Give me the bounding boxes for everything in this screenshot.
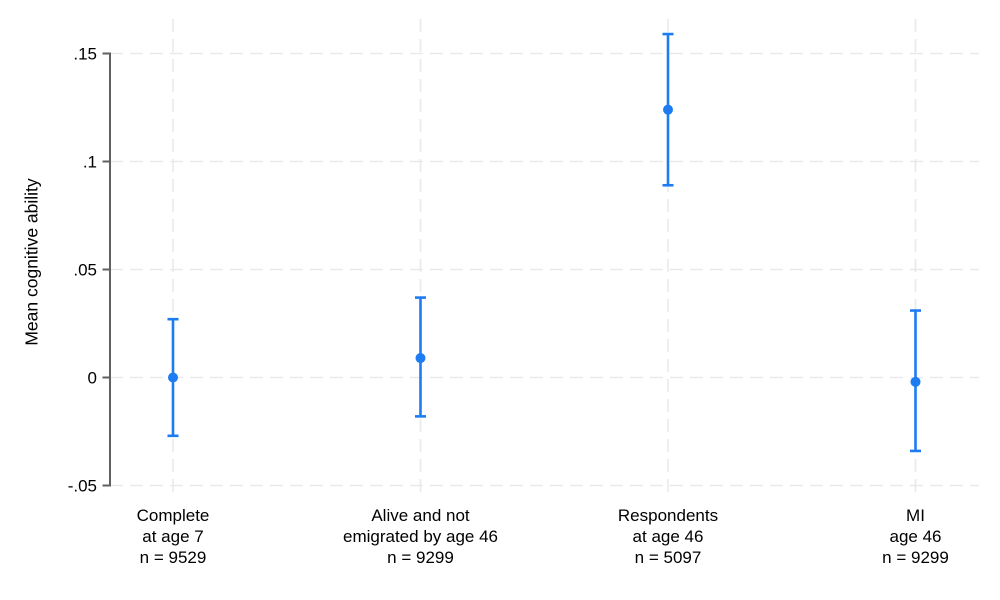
category-label-line: at age 46 (633, 527, 704, 546)
data-point (663, 104, 673, 115)
y-tick-label: -.05 (68, 477, 97, 496)
data-point (910, 376, 921, 387)
category-label: Respondents at age 46 n = 5097 (618, 506, 718, 567)
category-label-line: n = 5097 (635, 548, 702, 567)
y-tick-label: .1 (83, 153, 97, 172)
data-point (415, 353, 426, 364)
y-tick-label: .05 (73, 261, 97, 280)
category-label-line: Complete (137, 506, 210, 525)
y-axis-title: Mean cognitive ability (21, 178, 42, 346)
category-label-line: age 46 (890, 527, 942, 546)
category-label-line: n = 9299 (882, 548, 949, 567)
data-point (168, 372, 178, 383)
category-label-line: Alive and not (371, 506, 470, 525)
category-label-line: at age 7 (142, 527, 203, 546)
category-label: MI age 46 n = 9299 (882, 506, 949, 567)
category-label-line: n = 9529 (140, 548, 207, 567)
category-label-line: Respondents (618, 506, 718, 525)
category-label-line: MI (906, 506, 925, 525)
category-label: Alive and not emigrated by age 46 n = 9299 (343, 506, 498, 567)
category-label-line: emigrated by age 46 (343, 527, 498, 546)
y-tick-label: .15 (73, 45, 97, 64)
category-label-line: n = 9299 (387, 548, 454, 567)
category-label: Complete at age 7 n = 9529 (137, 506, 210, 567)
y-tick-label: 0 (88, 369, 97, 388)
